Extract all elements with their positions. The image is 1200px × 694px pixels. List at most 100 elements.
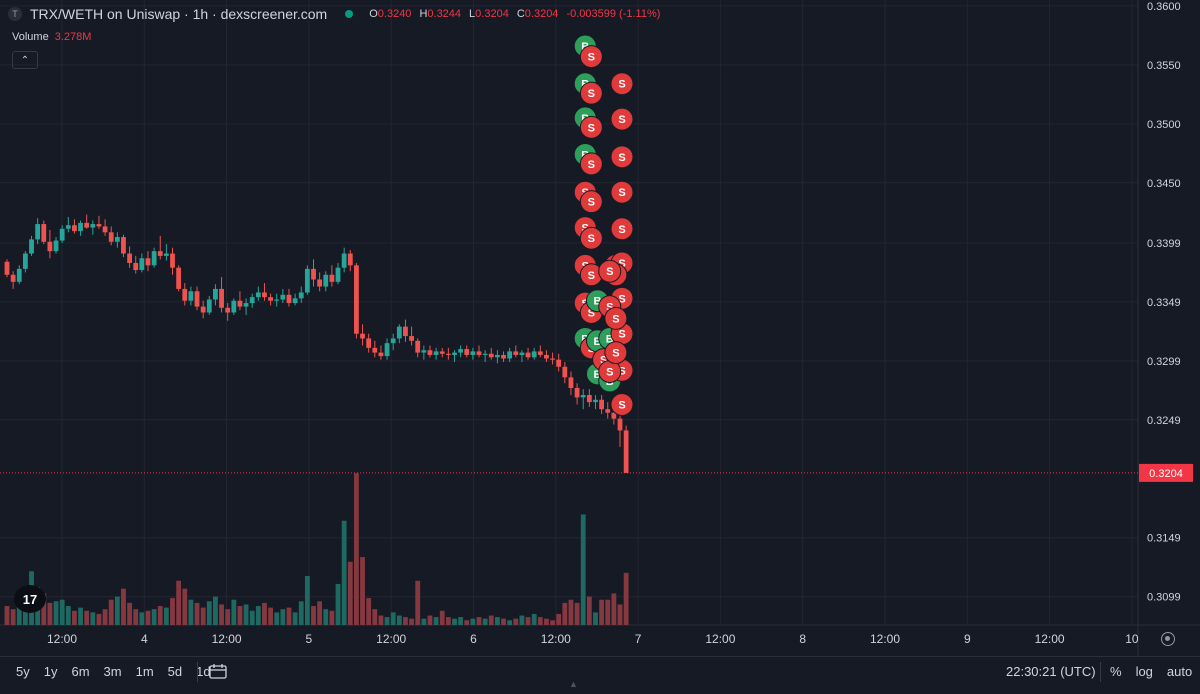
candle-body [488, 353, 494, 358]
volume-bar [568, 599, 574, 625]
volume-bar [72, 610, 77, 625]
candle-body [335, 267, 341, 282]
ohlc-low-value: 0.3204 [475, 8, 509, 20]
trade-marker-label: S [612, 313, 619, 325]
toolbar-divider [1100, 662, 1101, 682]
candle-body [519, 352, 525, 355]
candle-body [280, 294, 286, 300]
volume-bar [225, 609, 231, 625]
range-1y[interactable]: 1y [43, 664, 58, 679]
volume-bar [464, 620, 470, 625]
volume-bar [286, 607, 292, 625]
candle-body [16, 268, 22, 282]
volume-bar [311, 606, 316, 625]
candle-body [544, 354, 549, 359]
volume-bar [347, 561, 353, 625]
collapse-legend-button[interactable]: ⌃ [12, 51, 38, 69]
volume-bar [556, 613, 562, 625]
trade-marker-label: S [618, 399, 625, 411]
volume-bar [280, 609, 286, 625]
log-scale-toggle[interactable]: log [1135, 664, 1153, 679]
range-5y[interactable]: 5y [16, 664, 30, 679]
trade-marker-label: B [594, 369, 602, 381]
tradingview-logo[interactable]: 17 [14, 585, 46, 613]
candle-body [458, 349, 464, 353]
trade-marker-label: S [588, 197, 595, 209]
candle-body [464, 349, 470, 355]
sell-marker [579, 190, 603, 214]
price-tick-label: 0.3450 [1147, 178, 1181, 190]
volume-bar [562, 602, 568, 625]
scroll-up-icon[interactable]: ▲ [569, 679, 578, 689]
candle-body [531, 351, 537, 358]
sell-marker [610, 107, 634, 131]
candle-body [470, 351, 476, 355]
candle-body [507, 351, 513, 359]
volume-bar [544, 618, 549, 625]
sell-marker [604, 306, 628, 330]
trade-marker-label: S [618, 79, 625, 91]
chart-title[interactable]: TRX/WETH on Uniswap · 1h · dexscreener.c… [30, 6, 328, 22]
candle-body [390, 338, 396, 344]
candle-body [452, 352, 457, 355]
volume-bar [525, 617, 531, 625]
volume-bar [439, 610, 445, 625]
time-tick-label: 6 [470, 632, 477, 646]
candle-body [445, 353, 451, 355]
range-1m[interactable]: 1m [135, 664, 154, 679]
range-6m[interactable]: 6m [71, 664, 90, 679]
volume-bar [611, 593, 617, 625]
candle-body [347, 253, 353, 266]
volume-bar [47, 602, 53, 625]
volume-bar [341, 520, 347, 625]
trade-marker-label: S [612, 348, 619, 360]
trade-marker-label: S [588, 88, 595, 100]
price-tick-label: 0.3149 [1147, 533, 1181, 545]
volume-bar [145, 610, 151, 625]
volume-bar [470, 618, 476, 625]
candle-body [580, 395, 586, 398]
range-3m[interactable]: 3m [103, 664, 122, 679]
sell-marker [579, 81, 603, 105]
range-1d[interactable]: 1d [196, 664, 211, 679]
utc-clock[interactable]: 22:30:21 (UTC) [1006, 664, 1096, 679]
volume-bar [96, 613, 102, 625]
bottom-toolbar [0, 656, 1200, 690]
volume-bar [59, 599, 65, 625]
volume-bar [213, 596, 218, 625]
volume-bar [476, 617, 482, 625]
calendar-icon[interactable] [209, 663, 227, 679]
price-tick-label: 0.3299 [1147, 356, 1181, 368]
volume-bar [182, 588, 188, 625]
candle-body [384, 343, 390, 357]
candle-body [29, 239, 34, 254]
range-selector: 5y 1y 6m 3m 1m 5d 1d [16, 664, 211, 679]
candle-body [170, 253, 175, 268]
price-tick-label: 0.3500 [1147, 119, 1181, 131]
candle-body [237, 300, 243, 307]
candle-body [127, 253, 132, 263]
candle-body [102, 226, 108, 233]
trade-marker-label: S [618, 224, 625, 236]
percent-scale-toggle[interactable]: % [1110, 664, 1122, 679]
candle-body [4, 261, 10, 275]
time-tick-label: 12:00 [705, 632, 735, 646]
ohlc-close-value: 0.3204 [524, 8, 559, 20]
auto-scale-toggle[interactable]: auto [1166, 664, 1193, 679]
time-tick-label: 7 [635, 632, 642, 646]
sell-marker [579, 45, 603, 69]
volume-bar [304, 576, 310, 625]
trade-marker-label: S [618, 258, 625, 270]
volume-legend[interactable]: Volume 3.278M [12, 31, 91, 43]
range-5d[interactable]: 5d [167, 664, 183, 679]
candle-body [433, 351, 439, 355]
volume-bar [452, 618, 457, 625]
volume-label: Volume [12, 31, 49, 43]
time-tick-label: 12:00 [870, 632, 900, 646]
gear-icon[interactable] [1161, 632, 1175, 646]
candle-body [311, 268, 316, 280]
volume-bar [519, 615, 525, 625]
candle-body [329, 274, 335, 282]
